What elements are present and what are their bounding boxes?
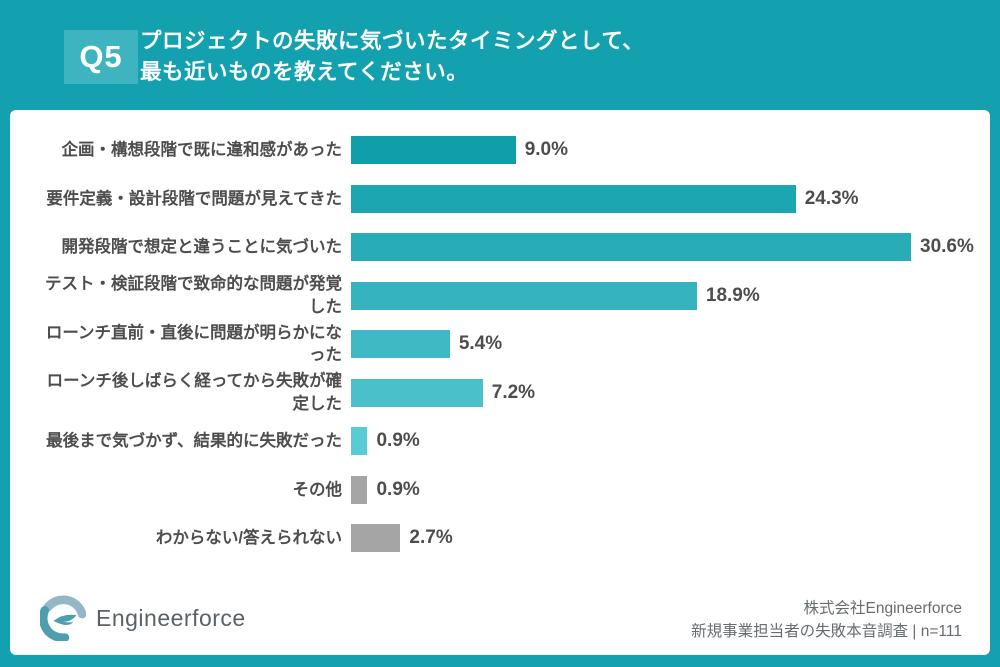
- chart-row: その他 0.9%: [40, 466, 970, 515]
- value-label: 5.4%: [458, 333, 503, 355]
- company-logo-text: Engineerforce: [96, 604, 246, 631]
- bar-chart: 企画・構想段階で既に違和感があった 9.0% 要件定義・設計段階で問題が見えてきた 2…: [40, 126, 974, 563]
- chart-row: 企画・構想段階で既に違和感があった 9.0%: [40, 126, 970, 175]
- bar-track: 5.4%: [351, 330, 970, 359]
- category-label: その他: [292, 480, 343, 499]
- bar-track: 0.9%: [351, 475, 970, 504]
- value-label: 0.9%: [376, 478, 420, 500]
- value-label: 2.7%: [409, 527, 453, 549]
- chart-row: わからない/答えられない 2.7%: [40, 514, 970, 563]
- bar: [351, 475, 368, 504]
- value-label: 0.9%: [376, 430, 420, 452]
- category-label: 企画・構想段階で既に違和感があった: [61, 141, 343, 160]
- value-label: 30.6%: [920, 236, 974, 258]
- bar-track: 30.6%: [351, 233, 974, 262]
- bar: [351, 427, 368, 456]
- category-label: わからない/答えられない: [155, 529, 342, 548]
- survey-credit-detail: 新規事業担当者の失敗本音調査 | n=111: [691, 622, 962, 640]
- bar-track: 2.7%: [351, 524, 970, 553]
- bar: [351, 233, 911, 262]
- chart-row: ローンチ直前・直後に問題が明らかになった 5.4%: [40, 320, 970, 369]
- bar: [351, 281, 697, 310]
- bar-track: 7.2%: [351, 378, 970, 407]
- bar: [351, 330, 450, 359]
- chart-row: テスト・検証段階で致命的な問題が発覚した 18.9%: [40, 272, 970, 321]
- engineerforce-logo-icon: [40, 595, 86, 641]
- value-label: 7.2%: [491, 381, 536, 403]
- category-label: ローンチ直前・直後に問題が明らかになった: [45, 323, 342, 365]
- survey-credit: 株式会社Engineerforce 新規事業担当者の失敗本音調査 | n=111: [691, 597, 962, 644]
- value-label: 9.0%: [524, 139, 569, 161]
- question-title-line1: プロジェクトの失敗に気づいたタイミングとして、: [140, 29, 645, 53]
- bar: [351, 136, 516, 165]
- bar-track: 0.9%: [351, 427, 970, 456]
- value-label: 18.9%: [705, 284, 760, 306]
- bar-track: 24.3%: [351, 184, 970, 213]
- bar: [351, 524, 401, 553]
- question-number-badge: Q5: [64, 30, 138, 84]
- category-label: 開発段階で想定と違うことに気づいた: [61, 238, 343, 257]
- bar: [351, 378, 483, 407]
- category-label: 要件定義・設計段階で問題が見えてきた: [46, 189, 342, 208]
- question-title-line2: 最も近いものを教えてください。: [140, 60, 469, 85]
- question-number-label: Q5: [79, 39, 123, 74]
- chart-row: ローンチ後しばらく経ってから失敗が確定した 7.2%: [40, 369, 970, 418]
- category-label: ローンチ後しばらく経ってから失敗が確定した: [46, 372, 342, 413]
- chart-row: 最後まで気づかず、結果的に失敗だった 0.9%: [40, 417, 970, 466]
- bar-track: 9.0%: [351, 136, 970, 165]
- chart-card: 企画・構想段階で既に違和感があった 9.0% 要件定義・設計段階で問題が見えてきた 2…: [10, 110, 990, 655]
- bar-track: 18.9%: [351, 281, 970, 310]
- chart-row: 要件定義・設計段階で問題が見えてきた 24.3%: [40, 175, 970, 224]
- bar: [351, 184, 796, 213]
- chart-row: 開発段階で想定と違うことに気づいた 30.6%: [40, 223, 974, 272]
- value-label: 24.3%: [804, 187, 859, 209]
- question-title: プロジェクトの失敗に気づいたタイミングとして、 最も近いものを教えてください。: [140, 26, 644, 88]
- category-label: テスト・検証段階で致命的な問題が発覚した: [45, 275, 342, 316]
- company-logo: Engineerforce: [40, 595, 246, 641]
- survey-credit-company: 株式会社Engineerforce: [803, 599, 962, 617]
- question-header: Q5 プロジェクトの失敗に気づいたタイミングとして、 最も近いものを教えてくださ…: [0, 0, 1000, 110]
- category-label: 最後まで気づかず、結果的に失敗だった: [46, 432, 342, 451]
